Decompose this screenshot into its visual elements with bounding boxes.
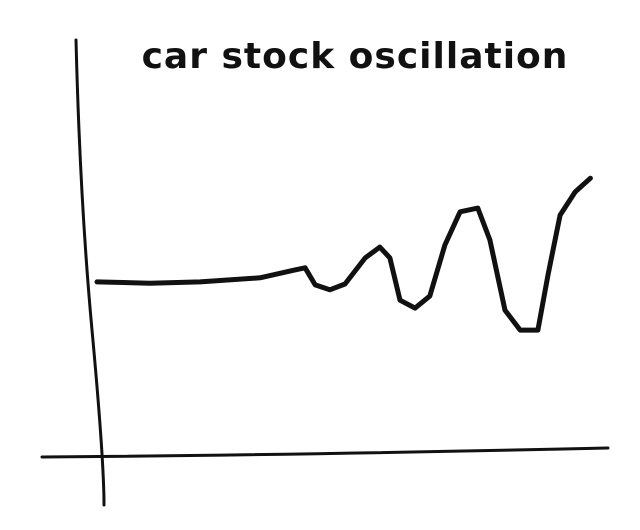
y-axis — [74, 38, 106, 507]
x-axis — [40, 446, 610, 459]
line — [94, 175, 593, 333]
chart-title: car stock oscillation — [142, 36, 569, 77]
